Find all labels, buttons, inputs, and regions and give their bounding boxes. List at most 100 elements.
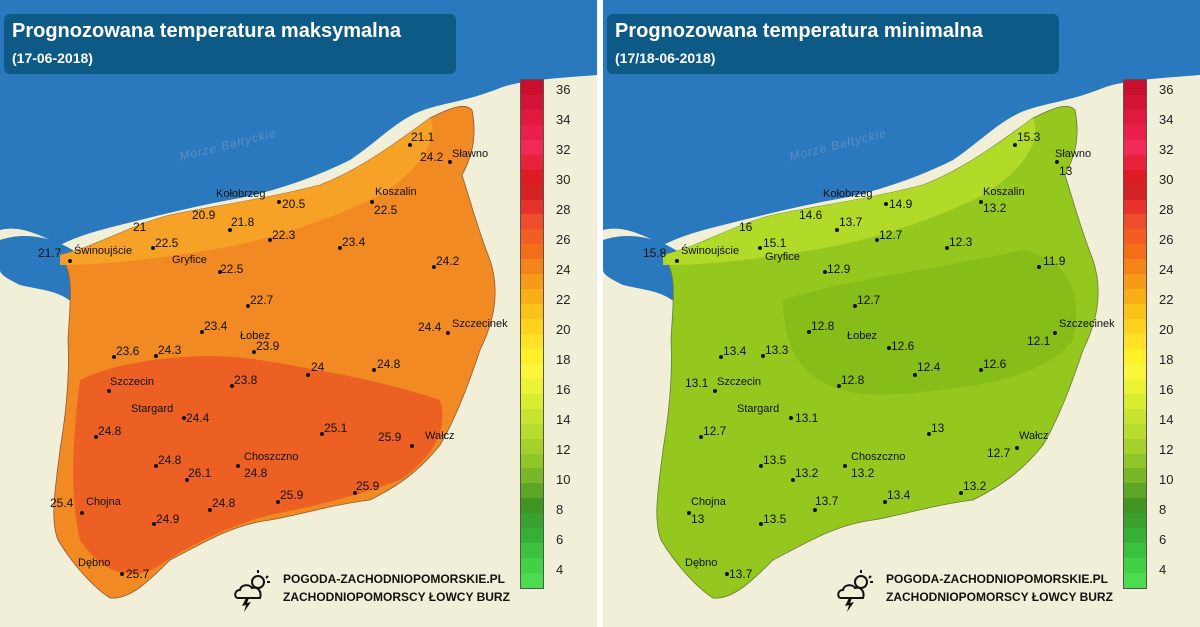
city-label: Chojna: [86, 496, 121, 508]
temp-value: 13: [691, 512, 705, 526]
scale-cell: [1124, 334, 1146, 350]
temp-value: 25.9: [280, 488, 304, 502]
city-label: Stargard: [737, 403, 780, 415]
temp-value: 13.7: [839, 215, 863, 229]
temp-value: 24.8: [158, 453, 182, 467]
city-label: Dębno: [78, 557, 111, 569]
temp-value: 13.2: [795, 466, 819, 480]
scale-cell: [1124, 214, 1146, 230]
scale-label: 24: [1159, 262, 1174, 277]
scale-cell: [521, 453, 543, 469]
city-dot: [979, 200, 983, 204]
temp-value: 21.8: [231, 215, 255, 229]
map-panel-max: Prognozowana temperatura maksymalna (17-…: [0, 0, 597, 627]
city-dot: [410, 444, 414, 448]
city-dot: [853, 304, 857, 308]
scale-cell: [521, 423, 543, 440]
city-dot: [875, 238, 879, 242]
temp-value: 24.2: [436, 254, 460, 268]
city-dot: [276, 500, 280, 504]
city-dot: [1053, 331, 1057, 335]
scale-cell: [1124, 528, 1146, 544]
city-dot: [719, 355, 723, 359]
warm-zone: [663, 118, 1036, 265]
scale-cell: [1124, 453, 1146, 469]
scale-label: 10: [556, 472, 571, 487]
temp-value: 24.2: [420, 150, 444, 164]
temp-value: 12.6: [983, 357, 1007, 371]
city-dot: [843, 464, 847, 468]
temp-value: 24.9: [156, 512, 180, 526]
city-dot: [370, 200, 374, 204]
temp-value: 22.5: [220, 262, 244, 276]
scale-cell: [521, 378, 543, 395]
temp-value: 12.3: [949, 235, 973, 249]
temp-value: 23.6: [116, 344, 140, 358]
temp-value: 12.4: [917, 360, 941, 374]
city-label: Koszalin: [375, 186, 417, 198]
logo-text-name: ZACHODNIOPOMORSCY ŁOWCY BURZ: [886, 590, 1113, 604]
scale-cell: [1124, 304, 1146, 320]
city-dot: [945, 246, 949, 250]
scale-cell: [521, 214, 543, 230]
temp-value: 13.2: [963, 479, 987, 493]
map-title: Prognozowana temperatura minimalna: [615, 20, 983, 42]
city-dot: [154, 464, 158, 468]
city-dot: [789, 416, 793, 420]
scale-label: 24: [556, 262, 571, 277]
scale-cell: [521, 229, 543, 245]
temp-value: 25.1: [324, 421, 348, 435]
scale-cell: [1124, 378, 1146, 395]
scale-label: 34: [556, 112, 571, 127]
region-map: [603, 0, 1200, 599]
city-dot: [112, 355, 116, 359]
temp-value: 23.9: [256, 339, 280, 353]
city-dot: [813, 508, 817, 512]
city-label: Gryfice: [172, 254, 207, 266]
city-dot: [230, 384, 234, 388]
city-dot: [277, 200, 281, 204]
scale-cell: [1124, 229, 1146, 245]
scale-label: 26: [1159, 232, 1174, 247]
logo-text-name: ZACHODNIOPOMORSCY ŁOWCY BURZ: [283, 590, 510, 604]
city-label: Koszalin: [983, 186, 1025, 198]
title-box: Prognozowana temperatura minimalna (17/1…: [607, 14, 1059, 74]
temp-value: 12.7: [879, 228, 903, 242]
scale-label: 4: [1159, 562, 1167, 577]
scale-cell: [521, 498, 543, 514]
scale-cell: [1124, 393, 1146, 410]
color-scale: [520, 79, 544, 589]
scale-label: 16: [1159, 382, 1174, 397]
city-dot: [80, 511, 84, 515]
color-scale: [1123, 79, 1147, 589]
temp-value: 13.5: [763, 453, 787, 467]
scale-label: 14: [556, 412, 571, 427]
temp-value: 22.7: [250, 293, 274, 307]
city-label: Dębno: [685, 557, 718, 569]
city-dot: [107, 389, 111, 393]
scale-cell: [1124, 498, 1146, 514]
scale-cell: [521, 483, 543, 499]
city-dot: [1055, 160, 1059, 164]
scale-cell: [1124, 468, 1146, 484]
temp-value: 24.8: [377, 357, 401, 371]
scale-cell: [1124, 139, 1146, 156]
city-label: Łobez: [240, 330, 270, 342]
scale-label: 8: [1159, 502, 1167, 517]
scale-label: 20: [1159, 322, 1174, 337]
city-dot: [979, 368, 983, 372]
scale-cell: [521, 363, 543, 380]
temp-value: 14.6: [799, 208, 823, 222]
city-label: Sławno: [452, 148, 489, 160]
scale-cell: [521, 468, 543, 484]
scale-cell: [1124, 259, 1146, 275]
city-label: Świnoujście: [681, 245, 740, 257]
city-label: Szczecinek: [452, 318, 508, 330]
city-dot: [687, 511, 691, 515]
scale-label: 30: [556, 172, 571, 187]
city-dot: [208, 508, 212, 512]
scale-label: 18: [556, 352, 571, 367]
city-dot: [236, 464, 240, 468]
temp-value: 21.1: [411, 130, 435, 144]
city-dot: [154, 354, 158, 358]
